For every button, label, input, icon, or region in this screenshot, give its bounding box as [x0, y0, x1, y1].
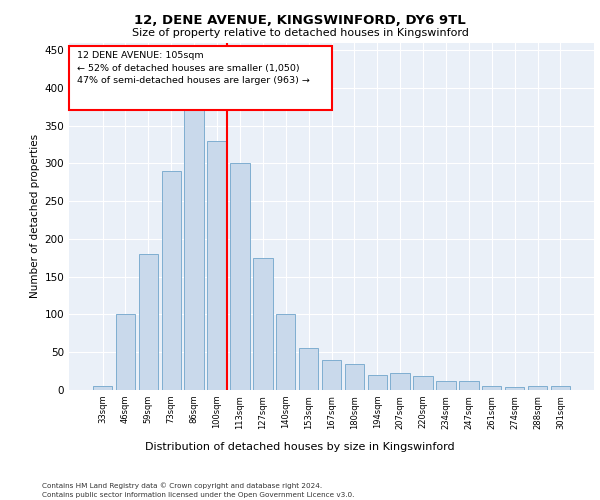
Bar [184, 110, 204, 390]
FancyBboxPatch shape [69, 46, 331, 110]
Bar [391, 374, 410, 390]
Text: Contains public sector information licensed under the Open Government Licence v3: Contains public sector information licen… [42, 492, 355, 498]
Bar [482, 386, 502, 390]
Text: 12, DENE AVENUE, KINGSWINFORD, DY6 9TL: 12, DENE AVENUE, KINGSWINFORD, DY6 9TL [134, 14, 466, 27]
Bar [368, 375, 387, 390]
Bar [299, 348, 319, 390]
Bar [93, 386, 112, 390]
Bar [505, 387, 524, 390]
Bar [253, 258, 272, 390]
Bar [230, 164, 250, 390]
Bar [528, 386, 547, 390]
Bar [139, 254, 158, 390]
Text: Contains HM Land Registry data © Crown copyright and database right 2024.: Contains HM Land Registry data © Crown c… [42, 482, 322, 489]
Text: 12 DENE AVENUE: 105sqm
← 52% of detached houses are smaller (1,050)
47% of semi-: 12 DENE AVENUE: 105sqm ← 52% of detached… [77, 51, 310, 85]
Text: Size of property relative to detached houses in Kingswinford: Size of property relative to detached ho… [131, 28, 469, 38]
Bar [413, 376, 433, 390]
Bar [344, 364, 364, 390]
Text: Distribution of detached houses by size in Kingswinford: Distribution of detached houses by size … [145, 442, 455, 452]
Bar [322, 360, 341, 390]
Bar [436, 381, 455, 390]
Bar [161, 171, 181, 390]
Y-axis label: Number of detached properties: Number of detached properties [30, 134, 40, 298]
Bar [551, 386, 570, 390]
Bar [459, 381, 479, 390]
Bar [208, 140, 227, 390]
Bar [276, 314, 295, 390]
Bar [116, 314, 135, 390]
